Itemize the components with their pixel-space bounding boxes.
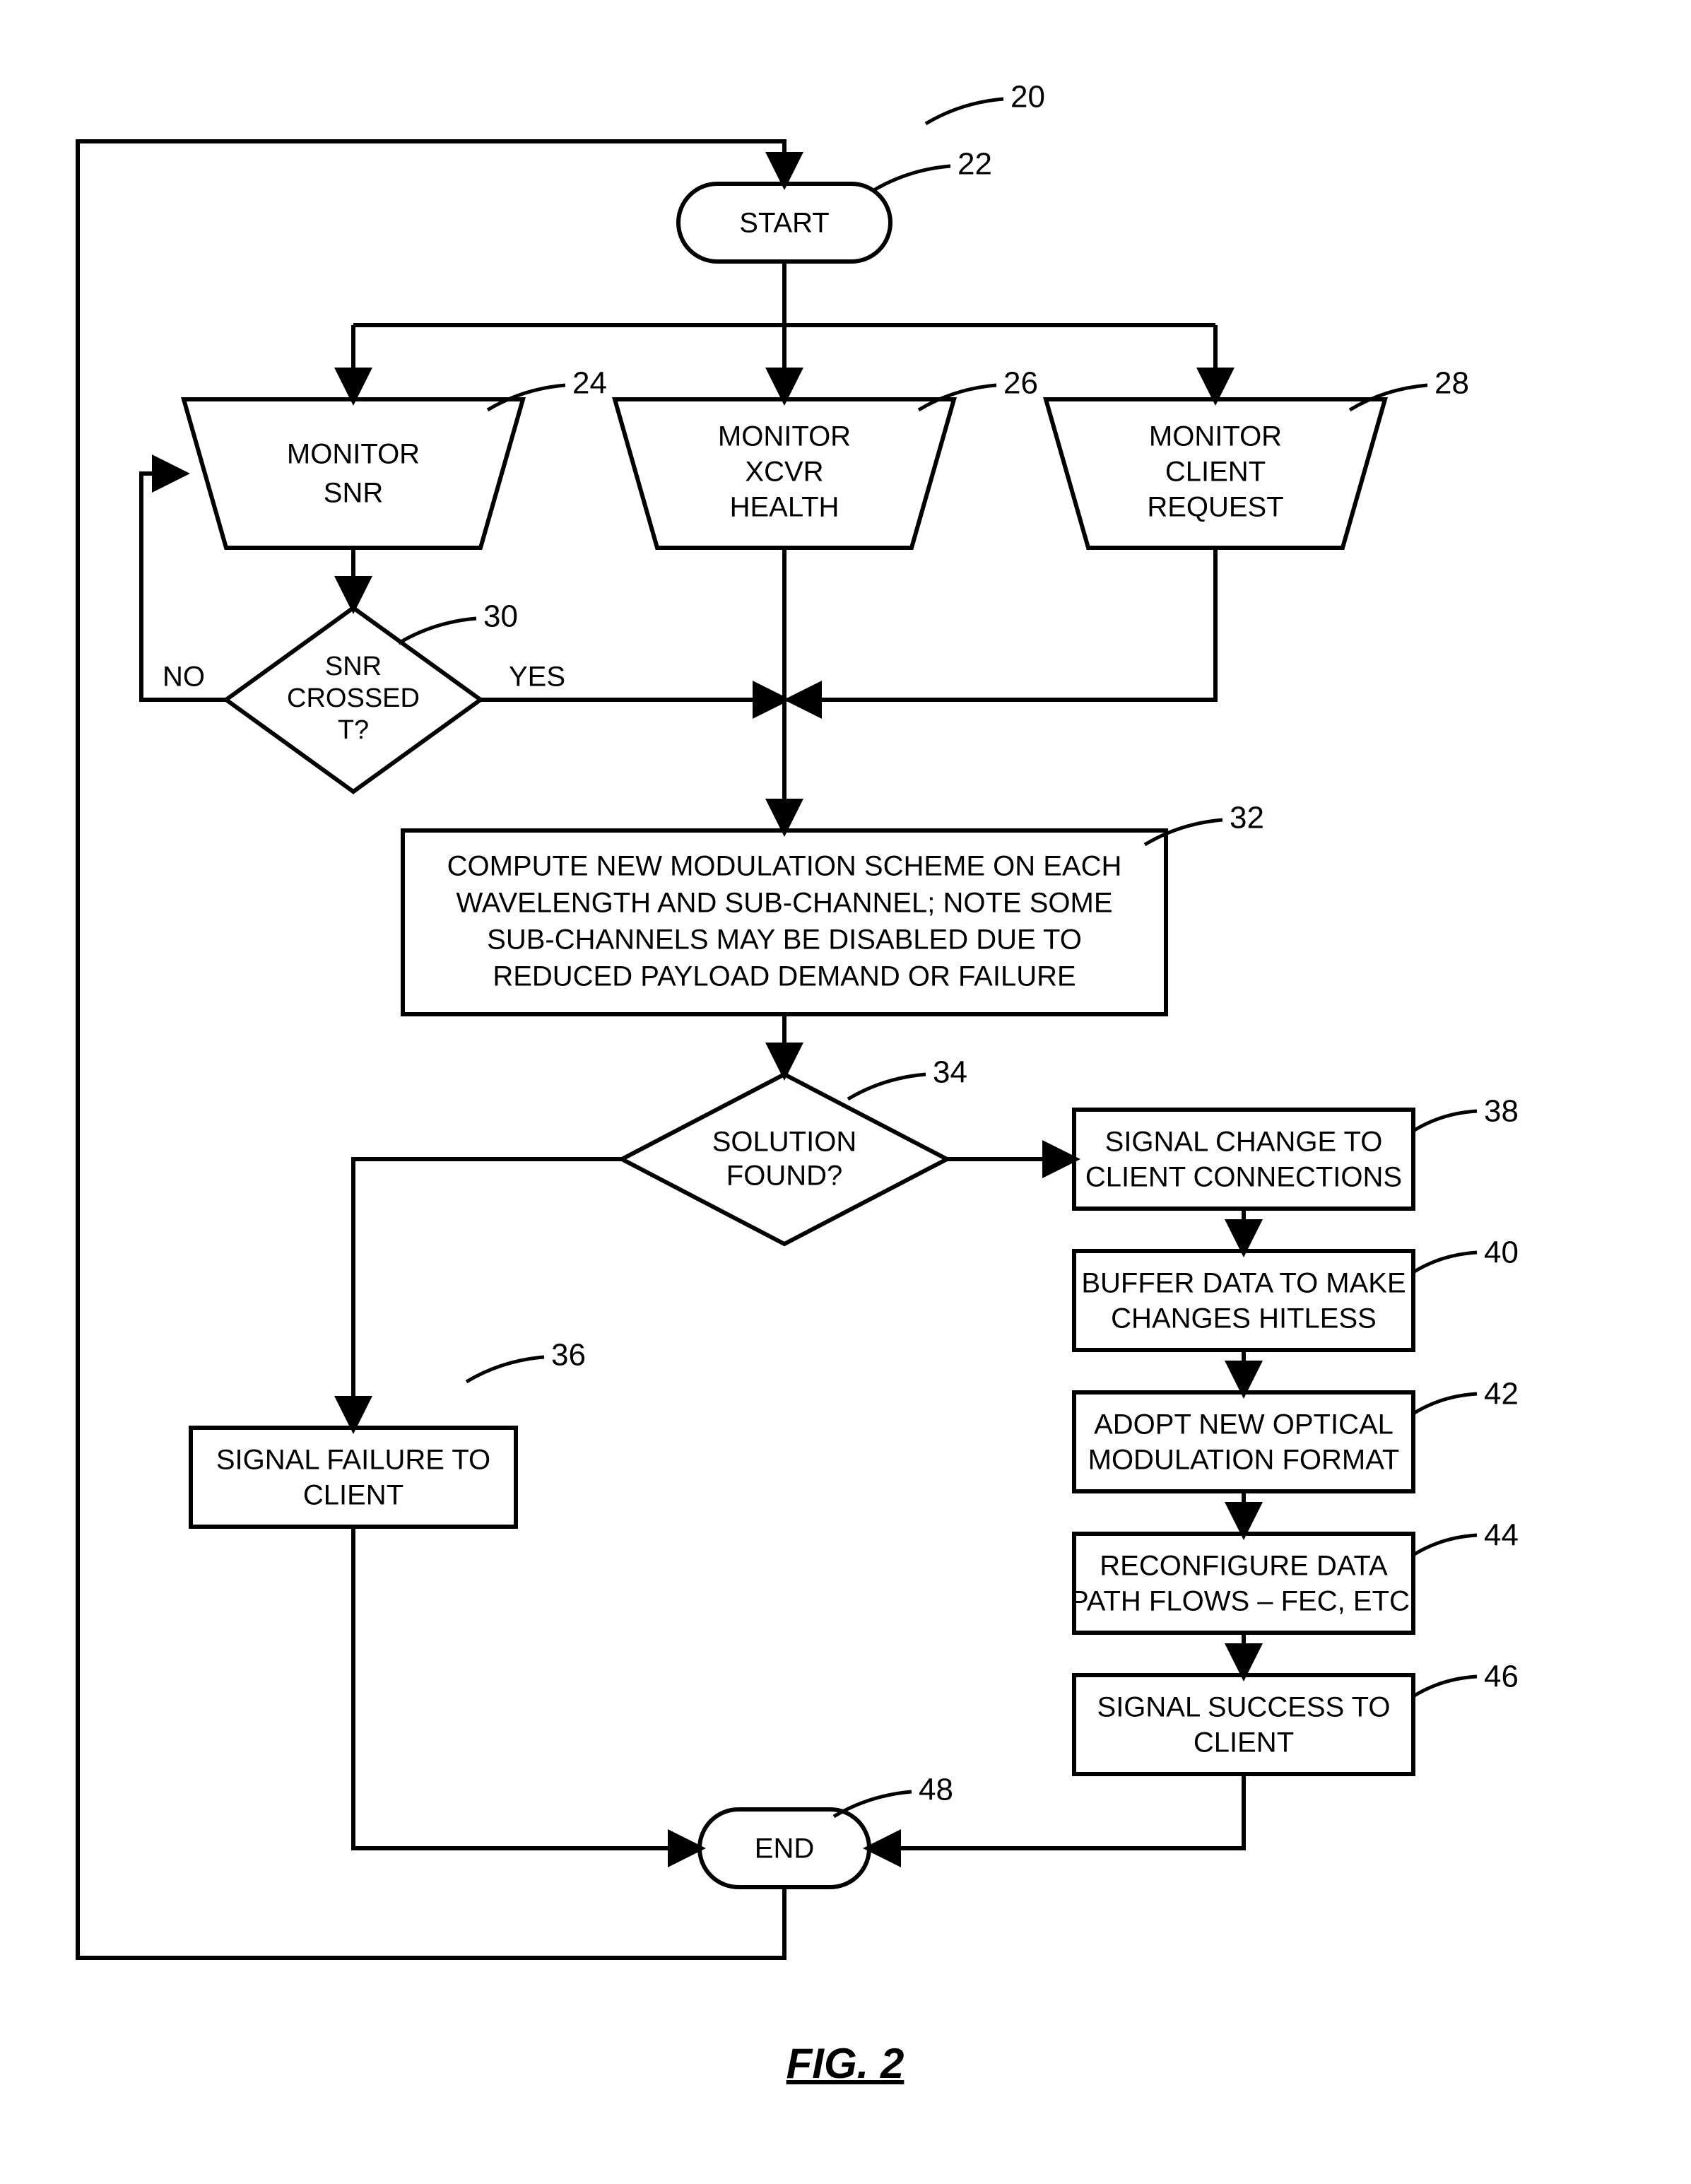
- node-monitor-client: MONITOR CLIENT REQUEST: [1046, 399, 1385, 548]
- p40-l1: BUFFER DATA TO MAKE: [1081, 1268, 1406, 1299]
- mon-snr-l1: MONITOR: [287, 439, 420, 470]
- sol-l1: SOLUTION: [712, 1127, 856, 1158]
- node-p40: BUFFER DATA TO MAKE CHANGES HITLESS: [1074, 1251, 1413, 1350]
- p42-l2: MODULATION FORMAT: [1088, 1445, 1400, 1476]
- node-monitor-xcvr: MONITOR XCVR HEALTH: [615, 399, 954, 548]
- node-solution-decision: SOLUTION FOUND?: [622, 1074, 947, 1244]
- compute-l4: REDUCED PAYLOAD DEMAND OR FAILURE: [493, 961, 1076, 992]
- snr-dec-l3: T?: [338, 715, 369, 745]
- node-p38: SIGNAL CHANGE TO CLIENT CONNECTIONS: [1074, 1110, 1413, 1209]
- end-label: END: [755, 1833, 814, 1865]
- mon-xcvr-l3: HEALTH: [730, 492, 839, 523]
- node-p44: RECONFIGURE DATA PATH FLOWS – FEC, ETC.: [1070, 1534, 1418, 1633]
- mon-xcvr-l1: MONITOR: [718, 421, 851, 452]
- snr-dec-l1: SNR: [325, 652, 382, 681]
- node-compute: COMPUTE NEW MODULATION SCHEME ON EACH WA…: [403, 830, 1166, 1014]
- ref-34: 34: [933, 1055, 967, 1090]
- mon-cli-l1: MONITOR: [1149, 421, 1282, 452]
- compute-l1: COMPUTE NEW MODULATION SCHEME ON EACH: [447, 851, 1122, 882]
- compute-l2: WAVELENGTH AND SUB-CHANNEL; NOTE SOME: [456, 888, 1112, 919]
- ref-32: 32: [1230, 801, 1264, 835]
- p44-l1: RECONFIGURE DATA: [1100, 1551, 1388, 1582]
- node-p42: ADOPT NEW OPTICAL MODULATION FORMAT: [1074, 1392, 1413, 1491]
- mon-snr-l2: SNR: [324, 478, 383, 509]
- p46-l2: CLIENT: [1194, 1727, 1294, 1759]
- ref-20: 20: [1011, 80, 1045, 115]
- p38-l2: CLIENT CONNECTIONS: [1085, 1162, 1402, 1193]
- p46-l1: SIGNAL SUCCESS TO: [1097, 1692, 1391, 1723]
- snr-dec-l2: CROSSED: [287, 683, 420, 713]
- ref-22: 22: [958, 147, 992, 182]
- fail-l1: SIGNAL FAILURE TO: [216, 1445, 490, 1476]
- p40-l2: CHANGES HITLESS: [1111, 1303, 1377, 1334]
- ref-38: 38: [1484, 1094, 1519, 1129]
- node-fail: SIGNAL FAILURE TO CLIENT: [191, 1428, 516, 1527]
- node-start: START: [678, 184, 890, 262]
- ref-48: 48: [919, 1773, 953, 1807]
- mon-cli-l2: CLIENT: [1165, 457, 1266, 488]
- p38-l1: SIGNAL CHANGE TO: [1105, 1127, 1383, 1158]
- ref-36: 36: [551, 1338, 586, 1373]
- mon-cli-l3: REQUEST: [1147, 492, 1283, 523]
- figure-title: FIG. 2: [786, 2040, 905, 2087]
- ref-44: 44: [1484, 1518, 1519, 1553]
- snr-yes-label: YES: [509, 662, 565, 693]
- edges: [78, 141, 1244, 1958]
- p42-l1: ADOPT NEW OPTICAL: [1094, 1409, 1394, 1440]
- p44-l2: PATH FLOWS – FEC, ETC.: [1070, 1586, 1418, 1617]
- ref-46: 46: [1484, 1660, 1519, 1694]
- ref-40: 40: [1484, 1235, 1519, 1270]
- ref-30: 30: [483, 599, 518, 634]
- sol-l2: FOUND?: [726, 1161, 842, 1192]
- snr-no-label: NO: [163, 662, 205, 693]
- ref-28: 28: [1434, 366, 1469, 401]
- ref-26: 26: [1003, 366, 1038, 401]
- ref-42: 42: [1484, 1377, 1519, 1411]
- mon-xcvr-l2: XCVR: [745, 457, 823, 488]
- node-monitor-snr: MONITOR SNR: [184, 399, 523, 548]
- flowchart-diagram: START MONITOR SNR MONITOR XCVR HEALTH MO…: [0, 0, 1691, 2184]
- node-snr-decision: SNR CROSSED T?: [226, 608, 481, 792]
- ref-24: 24: [572, 366, 607, 401]
- compute-l3: SUB-CHANNELS MAY BE DISABLED DUE TO: [487, 924, 1082, 956]
- node-end: END: [700, 1809, 869, 1887]
- node-p46: SIGNAL SUCCESS TO CLIENT: [1074, 1675, 1413, 1774]
- start-label: START: [739, 208, 829, 239]
- fail-l2: CLIENT: [303, 1480, 403, 1511]
